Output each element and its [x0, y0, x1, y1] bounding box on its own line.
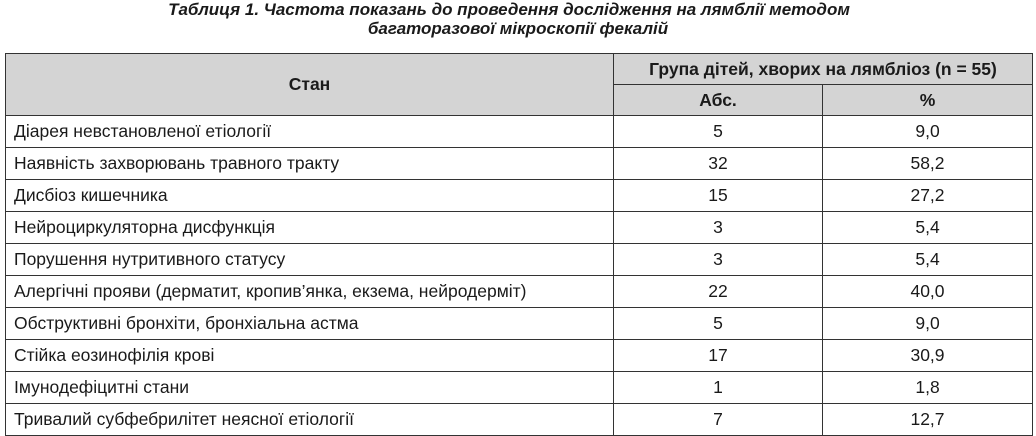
- state-cell: Дисбіоз кишечника: [5, 179, 614, 212]
- pct-cell: 27,2: [821, 179, 1034, 212]
- pct-cell: 5,4: [821, 211, 1034, 244]
- abs-cell: 22: [613, 275, 823, 308]
- abs-cell: 7: [613, 403, 823, 436]
- pct-cell: 1,8: [821, 371, 1034, 404]
- state-cell: Діарея невстановленої етіології: [5, 115, 614, 148]
- pct-cell: 9,0: [821, 115, 1034, 148]
- state-cell: Алергічні прояви (дерматит, кропив’янка,…: [5, 275, 614, 308]
- pct-cell: 5,4: [821, 243, 1034, 276]
- caption-line-2: багаторазової мікроскопії фекалій: [367, 19, 669, 38]
- column-header-group: Група дітей, хворих на лямбліоз (n = 55): [612, 53, 1034, 85]
- pct-cell: 30,9: [821, 339, 1034, 372]
- state-cell: Тривалий субфебрилітет неясної етіології: [5, 403, 614, 436]
- table-row: Обструктивні бронхіти, бронхіальна астма…: [5, 307, 1034, 340]
- table-caption: Таблиця 1. Частота показань до проведенн…: [0, 0, 1036, 38]
- state-cell: Наявність захворювань травного тракту: [5, 147, 614, 180]
- pct-cell: 9,0: [821, 307, 1034, 340]
- table-row: Діарея невстановленої етіології 5 9,0: [5, 115, 1034, 148]
- table-row: Тривалий субфебрилітет неясної етіології…: [5, 403, 1034, 436]
- abs-cell: 3: [613, 243, 823, 276]
- column-header-abs: Абс.: [613, 84, 823, 116]
- state-cell: Нейроциркуляторна дисфункція: [5, 211, 614, 244]
- indications-table: Стан Група дітей, хворих на лямбліоз (n …: [5, 53, 1034, 436]
- table-row: Імунодефіцитні стани 1 1,8: [5, 371, 1034, 404]
- state-cell: Обструктивні бронхіти, бронхіальна астма: [5, 307, 614, 340]
- abs-cell: 32: [613, 147, 823, 180]
- pct-cell: 40,0: [821, 275, 1034, 308]
- table-row: Стійка еозинофілія крові 17 30,9: [5, 339, 1034, 372]
- abs-cell: 15: [613, 179, 823, 212]
- pct-cell: 12,7: [821, 403, 1034, 436]
- state-cell: Імунодефіцитні стани: [5, 371, 614, 404]
- abs-cell: 17: [613, 339, 823, 372]
- column-header-state: Стан: [5, 53, 614, 116]
- abs-cell: 5: [613, 307, 823, 340]
- table-row: Алергічні прояви (дерматит, кропив’янка,…: [5, 275, 1034, 308]
- abs-cell: 5: [613, 115, 823, 148]
- table-row: Нейроциркуляторна дисфункція 3 5,4: [5, 211, 1034, 244]
- state-cell: Стійка еозинофілія крові: [5, 339, 614, 372]
- caption-line-1: Таблиця 1. Частота показань до проведенн…: [168, 0, 850, 19]
- abs-cell: 3: [613, 211, 823, 244]
- table-row: Наявність захворювань травного тракту 32…: [5, 147, 1034, 180]
- pct-cell: 58,2: [821, 147, 1034, 180]
- table-row: Порушення нутритивного статусу 3 5,4: [5, 243, 1034, 276]
- abs-cell: 1: [613, 371, 823, 404]
- column-header-pct: %: [821, 84, 1034, 116]
- table-row: Дисбіоз кишечника 15 27,2: [5, 179, 1034, 212]
- state-cell: Порушення нутритивного статусу: [5, 243, 614, 276]
